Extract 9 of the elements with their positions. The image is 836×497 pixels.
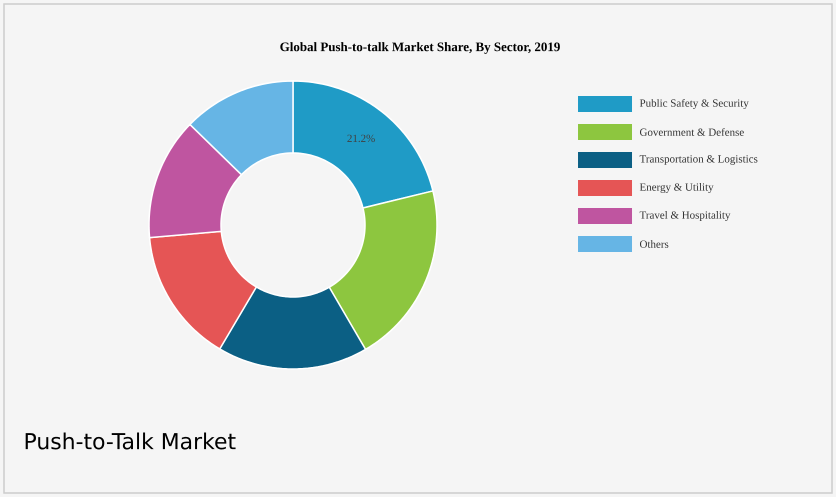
chart-title: Global Push-to-talk Market Share, By Sector, 2019	[280, 42, 560, 54]
legend-label: Government & Defense	[640, 128, 744, 136]
legend-label: Public Safety & Security	[640, 98, 749, 110]
legend-label: Energy & Utility	[640, 183, 714, 193]
legend-label: Others	[640, 240, 668, 248]
legend-label: Transportation & Logistics	[640, 155, 758, 165]
legend-label: Travel & Hospitality	[640, 211, 730, 221]
data-label: 21.2%	[347, 134, 375, 142]
text: Push-to-Talk Market	[26, 432, 236, 450]
